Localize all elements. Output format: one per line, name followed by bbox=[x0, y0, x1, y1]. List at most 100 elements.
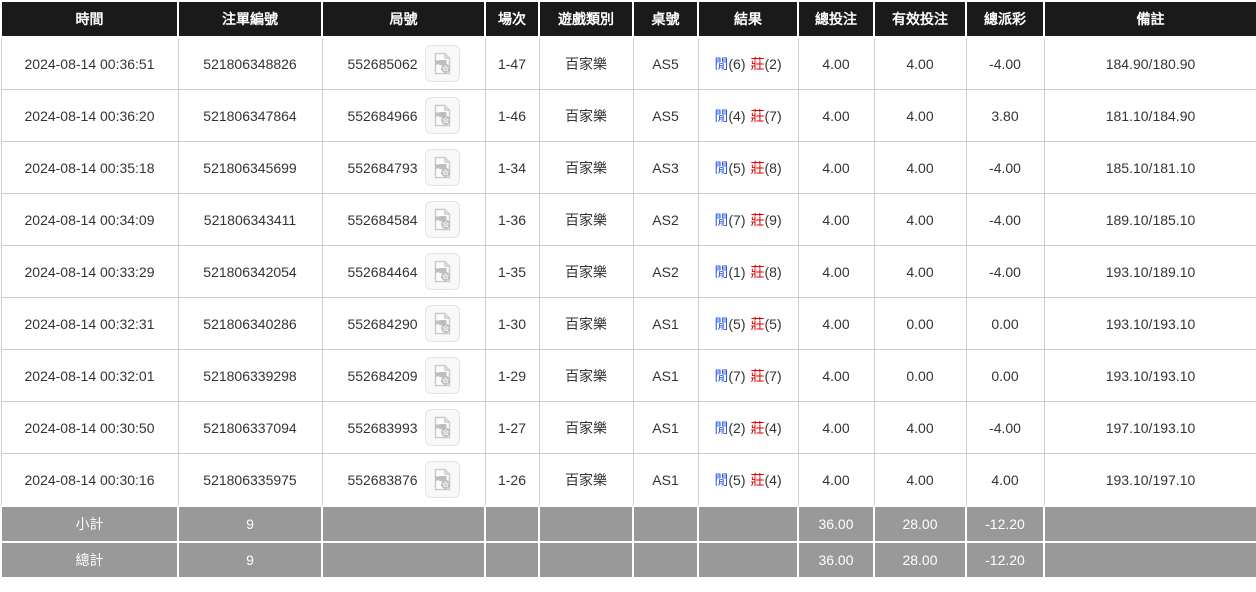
table-row: 2024-08-14 00:32:01 521806339298 5526842… bbox=[0, 349, 1256, 402]
video-document-icon bbox=[432, 104, 453, 127]
video-replay-button[interactable] bbox=[424, 357, 460, 394]
result-cell: 閒(5) 莊(8) bbox=[697, 141, 799, 194]
table-row: 2024-08-14 00:35:18 521806345699 5526847… bbox=[0, 141, 1256, 194]
bet-records-table: 時間 注單編號 局號 場次 遊戲類別 桌號 結果 總投注 有效投注 總派彩 備註… bbox=[0, 0, 1256, 579]
bet-id-cell: 521806337094 bbox=[177, 401, 323, 454]
game-type-cell: 百家樂 bbox=[538, 453, 634, 507]
column-header-remark: 備註 bbox=[1043, 0, 1256, 38]
round-id: 552684793 bbox=[347, 159, 418, 176]
player-points: (5) bbox=[728, 471, 746, 488]
round-id: 552685062 bbox=[347, 55, 418, 72]
summary-label-cell: 總計 bbox=[0, 541, 179, 579]
time-cell: 2024-08-14 00:30:50 bbox=[0, 401, 179, 454]
column-header-bet-id: 注單編號 bbox=[177, 0, 323, 38]
summary-empty-table-id bbox=[632, 541, 699, 579]
round-cell: 552683993 bbox=[321, 401, 486, 454]
time-cell: 2024-08-14 00:32:01 bbox=[0, 349, 179, 402]
round-id: 552684290 bbox=[347, 315, 418, 332]
column-header-total-payout: 總派彩 bbox=[965, 0, 1045, 38]
banker-result-label: 莊 bbox=[750, 315, 765, 332]
video-replay-button[interactable] bbox=[424, 305, 460, 342]
player-result-label: 閒 bbox=[714, 471, 729, 488]
valid-bet-cell: 4.00 bbox=[873, 193, 967, 246]
valid-bet-cell: 4.00 bbox=[873, 401, 967, 454]
column-header-table-id: 桌號 bbox=[632, 0, 699, 38]
summary-total-bet-cell: 36.00 bbox=[797, 505, 875, 543]
video-replay-button[interactable] bbox=[424, 461, 460, 498]
video-replay-button[interactable] bbox=[424, 45, 460, 82]
game-type-cell: 百家樂 bbox=[538, 297, 634, 350]
summary-empty-round bbox=[321, 541, 486, 579]
game-type-cell: 百家樂 bbox=[538, 89, 634, 142]
remark-cell: 185.10/181.10 bbox=[1043, 141, 1256, 194]
banker-result-label: 莊 bbox=[750, 107, 765, 124]
bet-id-cell: 521806342054 bbox=[177, 245, 323, 298]
player-points: (7) bbox=[728, 367, 746, 384]
video-replay-button[interactable] bbox=[424, 253, 460, 290]
summary-label-cell: 小計 bbox=[0, 505, 179, 543]
bet-id-cell: 521806345699 bbox=[177, 141, 323, 194]
video-replay-button[interactable] bbox=[424, 201, 460, 238]
bet-id-cell: 521806348826 bbox=[177, 36, 323, 90]
table-id-cell: AS5 bbox=[632, 36, 699, 90]
result-cell: 閒(2) 莊(4) bbox=[697, 401, 799, 454]
summary-row: 總計 9 36.00 28.00 -12.20 bbox=[0, 541, 1256, 579]
player-points: (4) bbox=[728, 107, 746, 124]
total-payout-cell: -4.00 bbox=[965, 245, 1045, 298]
table-id-cell: AS5 bbox=[632, 89, 699, 142]
table-row: 2024-08-14 00:32:31 521806340286 5526842… bbox=[0, 297, 1256, 350]
session-cell: 1-34 bbox=[484, 141, 540, 194]
banker-points: (4) bbox=[764, 471, 782, 488]
video-replay-button[interactable] bbox=[424, 149, 460, 186]
banker-result-label: 莊 bbox=[750, 211, 765, 228]
table-id-cell: AS1 bbox=[632, 401, 699, 454]
round-id: 552684584 bbox=[347, 211, 418, 228]
column-header-result: 結果 bbox=[697, 0, 799, 38]
video-replay-button[interactable] bbox=[424, 409, 460, 446]
round-id: 552683993 bbox=[347, 419, 418, 436]
video-document-icon bbox=[432, 468, 453, 491]
video-replay-button[interactable] bbox=[424, 97, 460, 134]
table-id-cell: AS1 bbox=[632, 453, 699, 507]
summary-empty-remark bbox=[1043, 505, 1256, 543]
summary-total-payout-cell: -12.20 bbox=[965, 541, 1045, 579]
time-cell: 2024-08-14 00:30:16 bbox=[0, 453, 179, 507]
summary-total-payout-cell: -12.20 bbox=[965, 505, 1045, 543]
bet-id-cell: 521806340286 bbox=[177, 297, 323, 350]
total-bet-cell: 4.00 bbox=[797, 141, 875, 194]
player-result-label: 閒 bbox=[714, 263, 729, 280]
summary-empty-game-type bbox=[538, 541, 634, 579]
player-points: (6) bbox=[728, 55, 746, 72]
bet-id-cell: 521806335975 bbox=[177, 453, 323, 507]
remark-cell: 189.10/185.10 bbox=[1043, 193, 1256, 246]
round-id: 552684209 bbox=[347, 367, 418, 384]
player-points: (1) bbox=[728, 263, 746, 280]
bet-id-cell: 521806339298 bbox=[177, 349, 323, 402]
remark-cell: 193.10/193.10 bbox=[1043, 349, 1256, 402]
video-document-icon bbox=[432, 312, 453, 335]
video-document-icon bbox=[432, 156, 453, 179]
round-cell: 552684584 bbox=[321, 193, 486, 246]
valid-bet-cell: 4.00 bbox=[873, 453, 967, 507]
game-type-cell: 百家樂 bbox=[538, 141, 634, 194]
table-row: 2024-08-14 00:30:16 521806335975 5526838… bbox=[0, 453, 1256, 507]
player-result-label: 閒 bbox=[714, 107, 729, 124]
valid-bet-cell: 0.00 bbox=[873, 297, 967, 350]
total-bet-cell: 4.00 bbox=[797, 453, 875, 507]
banker-result-label: 莊 bbox=[750, 263, 765, 280]
time-cell: 2024-08-14 00:35:18 bbox=[0, 141, 179, 194]
summary-empty-table-id bbox=[632, 505, 699, 543]
summary-row: 小計 9 36.00 28.00 -12.20 bbox=[0, 505, 1256, 543]
player-points: (5) bbox=[728, 159, 746, 176]
round-cell: 552684966 bbox=[321, 89, 486, 142]
table-row: 2024-08-14 00:36:51 521806348826 5526850… bbox=[0, 36, 1256, 90]
player-result-label: 閒 bbox=[714, 159, 729, 176]
time-cell: 2024-08-14 00:36:51 bbox=[0, 36, 179, 90]
session-cell: 1-30 bbox=[484, 297, 540, 350]
game-type-cell: 百家樂 bbox=[538, 193, 634, 246]
column-header-time: 時間 bbox=[0, 0, 179, 38]
banker-result-label: 莊 bbox=[750, 367, 765, 384]
summary-empty-session bbox=[484, 505, 540, 543]
video-document-icon bbox=[432, 260, 453, 283]
remark-cell: 193.10/193.10 bbox=[1043, 297, 1256, 350]
